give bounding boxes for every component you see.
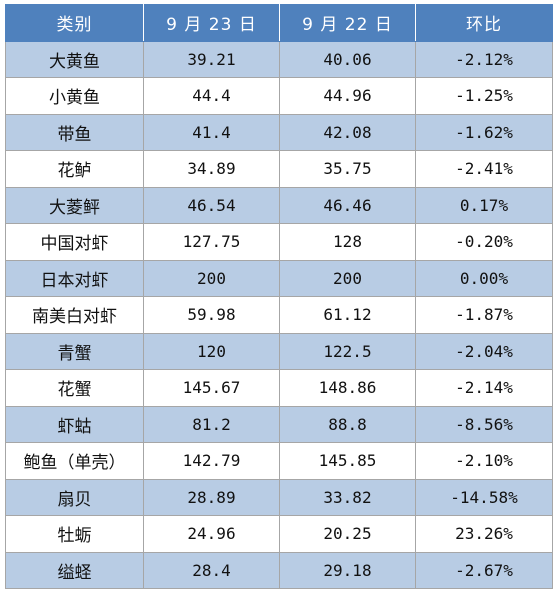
table-row: 小黄鱼 44.4 44.96 -1.25% <box>5 77 553 115</box>
cell-change: 0.00% <box>415 259 553 297</box>
cell-change: -2.12% <box>415 40 553 78</box>
cell-date-1: 142.79 <box>143 442 280 480</box>
cell-name: 大黄鱼 <box>5 40 144 78</box>
table-row: 青蟹 120 122.5 -2.04% <box>5 332 553 370</box>
cell-date-2: 145.85 <box>279 442 416 480</box>
cell-name: 中国对虾 <box>5 223 144 261</box>
cell-date-2: 46.46 <box>279 186 416 224</box>
cell-date-1: 120 <box>143 332 280 370</box>
cell-name: 虾蛄 <box>5 405 144 443</box>
cell-date-2: 61.12 <box>279 296 416 334</box>
table-row: 花蟹 145.67 148.86 -2.14% <box>5 369 553 407</box>
cell-date-2: 128 <box>279 223 416 261</box>
cell-change: -2.41% <box>415 150 553 188</box>
cell-change: -2.04% <box>415 332 553 370</box>
cell-change: -14.58% <box>415 478 553 516</box>
cell-change: -2.14% <box>415 369 553 407</box>
table-row: 牡蛎 24.96 20.25 23.26% <box>5 515 553 553</box>
cell-date-2: 35.75 <box>279 150 416 188</box>
cell-date-1: 145.67 <box>143 369 280 407</box>
cell-date-2: 42.08 <box>279 113 416 151</box>
cell-change: -8.56% <box>415 405 553 443</box>
cell-date-2: 122.5 <box>279 332 416 370</box>
cell-change: -0.20% <box>415 223 553 261</box>
price-table: 类别 9 月 23 日 9 月 22 日 环比 大黄鱼 39.21 40.06 … <box>5 4 553 589</box>
cell-name: 青蟹 <box>5 332 144 370</box>
cell-date-1: 34.89 <box>143 150 280 188</box>
table-row: 虾蛄 81.2 88.8 -8.56% <box>5 405 553 443</box>
table-row: 花鲈 34.89 35.75 -2.41% <box>5 150 553 188</box>
price-table-container: 类别 9 月 23 日 9 月 22 日 环比 大黄鱼 39.21 40.06 … <box>5 4 553 589</box>
table-row: 大黄鱼 39.21 40.06 -2.12% <box>5 40 553 78</box>
header-date-1: 9 月 23 日 <box>143 4 280 42</box>
cell-date-2: 29.18 <box>279 551 416 589</box>
cell-date-1: 28.4 <box>143 551 280 589</box>
cell-name: 大菱鲆 <box>5 186 144 224</box>
cell-name: 带鱼 <box>5 113 144 151</box>
table-row: 缢蛏 28.4 29.18 -2.67% <box>5 551 553 589</box>
cell-date-1: 39.21 <box>143 40 280 78</box>
cell-date-1: 28.89 <box>143 478 280 516</box>
cell-name: 花蟹 <box>5 369 144 407</box>
table-row: 南美白对虾 59.98 61.12 -1.87% <box>5 296 553 334</box>
table-row: 大菱鲆 46.54 46.46 0.17% <box>5 186 553 224</box>
cell-date-1: 81.2 <box>143 405 280 443</box>
cell-date-1: 127.75 <box>143 223 280 261</box>
cell-name: 南美白对虾 <box>5 296 144 334</box>
cell-change: -1.25% <box>415 77 553 115</box>
cell-date-1: 59.98 <box>143 296 280 334</box>
table-row: 中国对虾 127.75 128 -0.20% <box>5 223 553 261</box>
cell-change: 0.17% <box>415 186 553 224</box>
cell-change: 23.26% <box>415 515 553 553</box>
cell-name: 扇贝 <box>5 478 144 516</box>
cell-date-1: 46.54 <box>143 186 280 224</box>
cell-name: 小黄鱼 <box>5 77 144 115</box>
cell-name: 缢蛏 <box>5 551 144 589</box>
table-row: 日本对虾 200 200 0.00% <box>5 259 553 297</box>
cell-name: 牡蛎 <box>5 515 144 553</box>
cell-date-2: 88.8 <box>279 405 416 443</box>
table-row: 扇贝 28.89 33.82 -14.58% <box>5 478 553 516</box>
cell-date-2: 44.96 <box>279 77 416 115</box>
cell-change: -2.10% <box>415 442 553 480</box>
cell-date-2: 20.25 <box>279 515 416 553</box>
cell-date-1: 200 <box>143 259 280 297</box>
cell-change: -1.62% <box>415 113 553 151</box>
cell-date-1: 41.4 <box>143 113 280 151</box>
cell-date-1: 24.96 <box>143 515 280 553</box>
table-row: 鲍鱼（单壳） 142.79 145.85 -2.10% <box>5 442 553 480</box>
cell-date-2: 200 <box>279 259 416 297</box>
cell-name: 鲍鱼（单壳） <box>5 442 144 480</box>
cell-date-2: 148.86 <box>279 369 416 407</box>
cell-date-1: 44.4 <box>143 77 280 115</box>
cell-date-2: 33.82 <box>279 478 416 516</box>
header-change: 环比 <box>415 4 553 42</box>
header-date-2: 9 月 22 日 <box>279 4 416 42</box>
cell-change: -2.67% <box>415 551 553 589</box>
cell-date-2: 40.06 <box>279 40 416 78</box>
cell-name: 日本对虾 <box>5 259 144 297</box>
table-row: 带鱼 41.4 42.08 -1.62% <box>5 113 553 151</box>
cell-name: 花鲈 <box>5 150 144 188</box>
cell-change: -1.87% <box>415 296 553 334</box>
table-header-row: 类别 9 月 23 日 9 月 22 日 环比 <box>5 4 553 42</box>
header-category: 类别 <box>5 4 144 42</box>
